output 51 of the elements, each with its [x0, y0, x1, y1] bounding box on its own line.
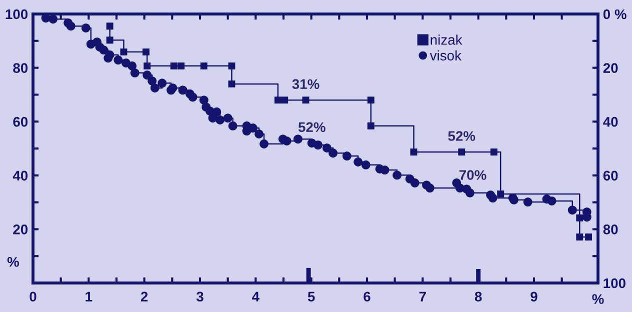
x-tick-label: 9	[530, 292, 538, 302]
y2-tick-label: 20	[603, 63, 618, 73]
x-tick-label: 7	[419, 292, 426, 302]
x-tick-label: 8	[474, 292, 482, 302]
point	[458, 148, 466, 156]
y-axis-title: %	[7, 257, 20, 267]
point	[228, 62, 236, 70]
point	[497, 190, 504, 198]
y2-tick-label: 60	[603, 170, 618, 181]
point	[576, 214, 584, 222]
y-tick-label: 80	[13, 63, 28, 73]
point	[490, 148, 498, 156]
x-tick-label: 4	[252, 292, 260, 302]
point	[281, 96, 288, 104]
y-tick-label: 40	[12, 170, 28, 181]
point	[367, 122, 374, 130]
legend-label: nizak	[430, 34, 462, 45]
point	[576, 234, 584, 240]
x-tick-label: 5	[308, 292, 315, 302]
point	[144, 62, 151, 70]
y-tick-label: 20	[13, 224, 28, 234]
point	[585, 234, 592, 240]
y2-tick-label: 0 %	[603, 9, 626, 20]
point	[228, 80, 236, 88]
point	[302, 96, 310, 104]
y-tick-label: 100	[6, 9, 28, 20]
point	[106, 22, 114, 30]
point	[142, 48, 150, 56]
x-tick-label: 6	[364, 292, 370, 302]
y-tick-label: 60	[13, 116, 28, 127]
annotation: 52%	[298, 122, 326, 132]
point	[178, 62, 185, 70]
annotation: 52%	[448, 131, 476, 141]
x-tick-label: 3	[196, 292, 204, 302]
y2-tick-label: 80	[603, 224, 618, 234]
annotation: 70%	[459, 170, 486, 180]
point	[200, 62, 208, 70]
point	[170, 62, 178, 70]
point	[367, 96, 374, 104]
point	[120, 48, 128, 56]
x-axis-title: %	[592, 294, 604, 304]
point	[106, 36, 114, 44]
x-tick-label: 2	[140, 292, 148, 302]
y2-tick-label: 40	[603, 116, 618, 127]
point	[274, 96, 282, 104]
y2-tick-label: 100	[604, 278, 626, 288]
x-tick-label: 0	[30, 292, 36, 302]
point	[410, 148, 418, 156]
annotation: 31%	[292, 79, 320, 90]
x-tick-label: 1	[86, 292, 92, 302]
legend-label: visok	[430, 50, 462, 60]
